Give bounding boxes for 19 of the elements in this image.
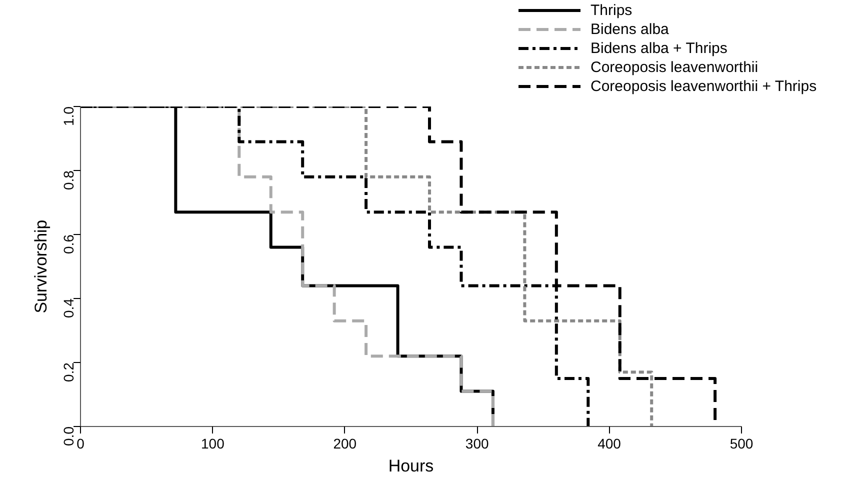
x-tick-label: 100	[201, 436, 225, 452]
x-tick-label: 0	[76, 436, 85, 452]
legend-label: Bidens alba + Thrips	[590, 40, 728, 57]
y-tick-label: 1.0	[60, 106, 76, 126]
y-tick-label: 0.6	[60, 234, 76, 254]
legend-label: Thrips	[590, 2, 632, 19]
x-tick-label: 500	[730, 436, 754, 452]
y-axis-title: Survivorship	[32, 220, 50, 314]
legend-label: Coreoposis leavenworthii + Thrips	[590, 78, 817, 95]
y-tick-label: 0.4	[60, 298, 76, 318]
y-tick-label: 0.0	[60, 426, 76, 446]
x-tick-label: 200	[333, 436, 357, 452]
y-tick-label: 0.2	[60, 362, 76, 382]
x-tick-label: 400	[598, 436, 622, 452]
x-tick-label: 300	[465, 436, 489, 452]
y-tick-label: 0.8	[60, 170, 76, 190]
x-axis-title: Hours	[388, 456, 434, 476]
legend-label: Coreoposis leavenworthii	[590, 59, 758, 76]
legend-label: Bidens alba	[590, 21, 670, 38]
